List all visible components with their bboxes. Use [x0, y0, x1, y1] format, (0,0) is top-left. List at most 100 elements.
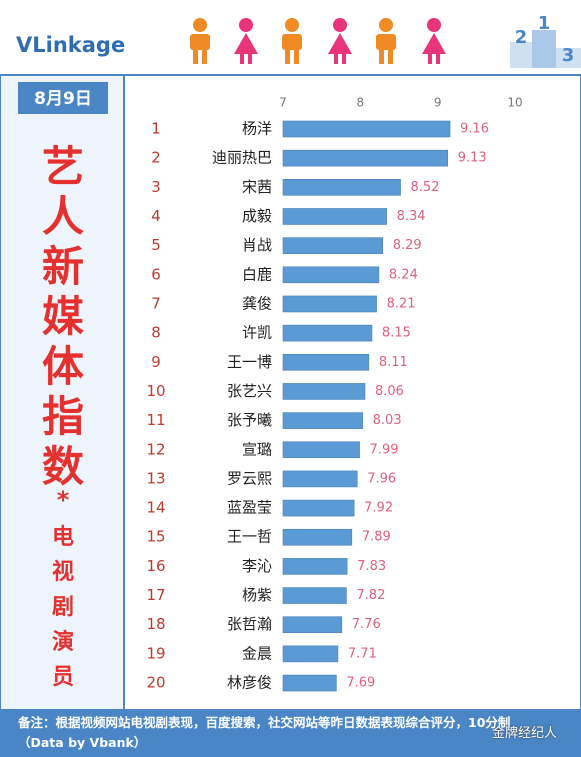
value-label: 7.92 — [364, 501, 393, 516]
podium-label: 1 — [538, 13, 551, 34]
x-tick-label: 9 — [434, 96, 442, 110]
value-label: 8.29 — [393, 238, 422, 253]
rank: 8 — [151, 324, 161, 342]
rank: 20 — [146, 674, 165, 692]
value-label: 7.99 — [370, 442, 399, 457]
rank: 2 — [151, 149, 161, 167]
value-label: 8.34 — [397, 209, 426, 224]
value-label: 8.06 — [375, 384, 404, 399]
bar — [282, 208, 387, 225]
bar — [282, 587, 347, 604]
bar — [282, 120, 451, 138]
value-label: 8.11 — [379, 355, 408, 370]
bar — [282, 528, 353, 546]
y-tick-label: 杨紫 — [242, 586, 272, 604]
bar — [282, 237, 384, 254]
watermark: 金牌经纪人 — [492, 726, 558, 741]
x-tick-label: 8 — [357, 96, 365, 110]
y-tick-label: 金晨 — [242, 644, 272, 662]
value-label: 8.21 — [387, 296, 416, 311]
asterisk: * — [56, 486, 70, 514]
bar — [282, 149, 449, 167]
value-label: 7.76 — [352, 617, 381, 632]
value-label: 9.13 — [458, 151, 487, 166]
rank: 1 — [151, 120, 161, 138]
rank: 6 — [151, 265, 161, 283]
y-tick-label: 王一博 — [227, 353, 272, 371]
podium — [510, 30, 581, 68]
y-tick-label: 宋茜 — [242, 178, 272, 196]
bar — [282, 470, 358, 488]
rank: 9 — [151, 353, 161, 371]
y-tick-label: 肖战 — [242, 236, 272, 254]
side-panel — [0, 74, 125, 711]
rank: 5 — [151, 236, 161, 254]
y-tick-label: 张予曦 — [227, 411, 272, 429]
bar — [282, 266, 380, 284]
side-subtitle: 电视剧演员 — [51, 525, 74, 690]
rank: 14 — [146, 499, 165, 517]
x-tick-label: 7 — [279, 96, 287, 110]
y-tick-label: 成毅 — [242, 207, 272, 225]
value-label: 7.71 — [348, 646, 377, 661]
value-label: 7.89 — [362, 530, 391, 545]
y-tick-label: 罗云熙 — [227, 469, 272, 487]
footer-band — [0, 710, 581, 757]
y-tick-label: 杨洋 — [242, 120, 272, 138]
value-label: 8.24 — [389, 267, 418, 282]
rank: 17 — [146, 586, 165, 604]
rank: 11 — [146, 411, 165, 429]
podium-label: 2 — [515, 27, 528, 48]
y-tick-label: 王一哲 — [227, 528, 272, 546]
y-tick-label: 李沁 — [242, 557, 272, 575]
rank: 7 — [151, 294, 161, 312]
rank: 12 — [146, 440, 165, 458]
footer-note: 备注：根据视频网站电视剧表现，百度搜索，社交网站等昨日数据表现综合评分，10分制… — [18, 715, 511, 750]
bar — [282, 616, 343, 634]
rank: 10 — [146, 382, 165, 400]
bar — [282, 441, 360, 459]
y-tick-label: 龚俊 — [242, 294, 272, 312]
y-tick-label: 张艺兴 — [227, 382, 272, 400]
bar — [282, 295, 377, 313]
bar — [282, 558, 348, 575]
bar — [282, 179, 401, 196]
value-label: 8.15 — [382, 326, 411, 341]
rank: 18 — [146, 615, 165, 633]
x-tick-label: 10 — [507, 96, 522, 110]
value-label: 7.69 — [346, 676, 375, 691]
bar — [282, 645, 339, 663]
value-label: 7.83 — [357, 559, 386, 574]
date-box — [18, 82, 108, 114]
value-label: 7.96 — [367, 471, 396, 486]
y-tick-label: 宣璐 — [242, 440, 272, 458]
rank: 15 — [146, 528, 165, 546]
y-tick-label: 蓝盈莹 — [227, 499, 272, 517]
value-label: 9.16 — [460, 122, 489, 137]
rank: 19 — [146, 644, 165, 662]
date: 8月9日 — [34, 89, 92, 109]
y-tick-label: 许凯 — [242, 324, 272, 342]
rank: 16 — [146, 557, 165, 575]
bar — [282, 412, 363, 429]
podium-label: 3 — [562, 45, 575, 66]
side-title: 艺人新媒体指数 — [41, 142, 84, 491]
bar — [282, 353, 370, 371]
bar — [282, 324, 373, 342]
y-tick-label: 林彦俊 — [227, 674, 272, 692]
rank: 13 — [146, 469, 165, 487]
y-tick-label: 迪丽热巴 — [212, 149, 272, 167]
logo: VLinkage — [16, 33, 125, 57]
value-label: 7.82 — [356, 588, 385, 603]
bar — [282, 383, 366, 400]
rank: 3 — [151, 178, 161, 196]
bar — [282, 499, 355, 517]
rank: 4 — [151, 207, 161, 225]
value-label: 8.03 — [373, 413, 402, 428]
value-label: 8.52 — [411, 180, 440, 195]
y-tick-label: 白鹿 — [242, 265, 272, 283]
bar — [282, 674, 337, 692]
people-icons — [190, 18, 446, 64]
